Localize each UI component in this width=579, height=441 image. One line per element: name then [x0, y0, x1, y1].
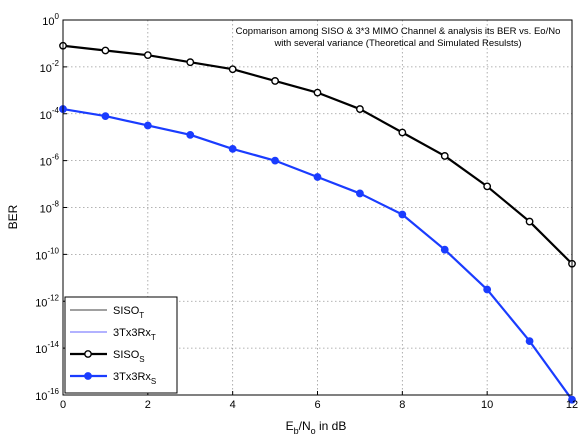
axes-box [62, 19, 573, 396]
data-point [143, 121, 152, 130]
data-point [568, 395, 576, 404]
y-tick-exponent: -10 [47, 246, 59, 255]
x-tick-label: 4 [230, 399, 236, 411]
data-point [271, 156, 279, 165]
data-point [186, 58, 195, 67]
data-point [525, 337, 534, 345]
data-point [356, 189, 364, 198]
legend-marker [84, 372, 92, 380]
y-tick-exponent: -4 [52, 106, 60, 115]
y-tick-exponent: 0 [55, 12, 60, 21]
data-point [483, 285, 492, 294]
legend-marker [84, 350, 92, 358]
y-tick-exponent: -6 [52, 153, 60, 162]
y-axis-label: BER [6, 204, 20, 229]
legend-label: 3Tx3RxS [113, 371, 156, 386]
data-point [440, 245, 449, 254]
series-layer [59, 41, 576, 404]
legend: SISOT 3Tx3RxT SISOS 3Tx3RxS [64, 296, 178, 394]
chart-title-line-1: Copmarison among SISO & 3*3 MIMO Channel… [236, 26, 561, 37]
x-tick-label: 2 [145, 399, 151, 411]
legend-box [64, 296, 178, 394]
data-point [228, 65, 237, 74]
data-point [186, 130, 195, 139]
series-siso-s [59, 41, 576, 268]
data-point [313, 88, 322, 97]
data-point [228, 145, 237, 153]
x-tick-label: 6 [314, 399, 320, 411]
data-point [271, 77, 279, 85]
data-point [398, 128, 407, 137]
data-point [101, 112, 110, 120]
series-3tx3rx-s [59, 105, 576, 404]
y-tick-exponent: -12 [47, 293, 59, 302]
data-point [143, 51, 152, 60]
y-tick-exponent: -8 [52, 200, 60, 209]
x-axis-label: Eb/No in dB [286, 419, 347, 436]
x-tick-label: 10 [481, 399, 493, 411]
y-tick-exponent: -16 [47, 387, 59, 396]
x-tick-label: 12 [566, 399, 578, 411]
data-point [356, 105, 364, 113]
data-point [398, 210, 407, 219]
chart-title-line-2: with several variance (Theoretical and S… [273, 38, 521, 49]
y-tick-exponent: -14 [47, 340, 59, 349]
x-tick-label: 0 [60, 399, 66, 411]
data-point [483, 182, 492, 191]
y-tick-exponent: -2 [52, 59, 60, 68]
legend-label: 3Tx3RxT [113, 327, 156, 342]
x-tick-labels: 0 2 4 6 8 10 12 [60, 399, 578, 411]
legend-label: SISOS [113, 349, 145, 364]
data-point [101, 46, 110, 55]
data-point [525, 217, 534, 226]
data-point [440, 152, 449, 160]
x-tick-label: 8 [399, 399, 405, 411]
legend-label: SISOT [113, 305, 144, 320]
data-point [313, 173, 322, 181]
